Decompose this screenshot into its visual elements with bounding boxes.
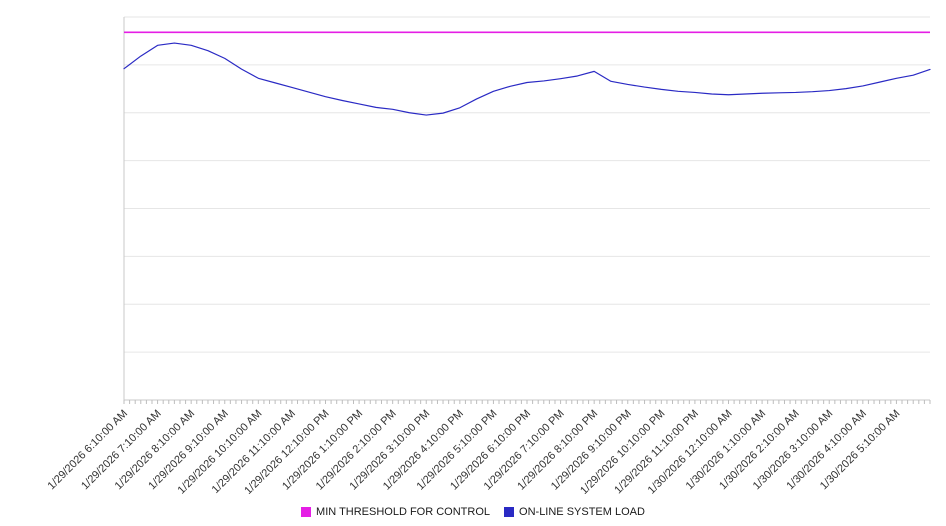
legend-label-min-threshold: MIN THRESHOLD FOR CONTROL <box>316 506 491 518</box>
legend-item-min-threshold: MIN THRESHOLD FOR CONTROL <box>301 506 490 518</box>
legend-swatch-system-load <box>504 507 515 517</box>
system-load-line <box>123 42 931 116</box>
legend-item-system-load: ON-LINE SYSTEM LOAD <box>504 506 645 518</box>
legend-swatch-min-threshold <box>301 507 312 517</box>
chart-plot-area: 1/29/2026 6:10:00 AM1/29/2026 7:10:00 AM… <box>46 16 931 494</box>
legend-label-system-load: ON-LINE SYSTEM LOAD <box>519 506 645 518</box>
chart-legend: MIN THRESHOLD FOR CONTROL ON-LINE SYSTEM… <box>0 506 946 518</box>
